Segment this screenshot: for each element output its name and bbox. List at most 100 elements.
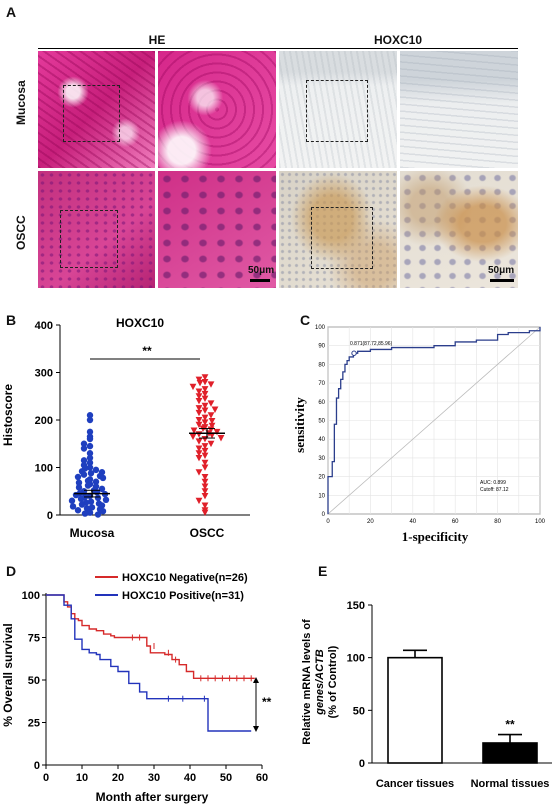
- data-point: [195, 497, 203, 505]
- y-tick-label: 75: [28, 633, 40, 645]
- ihc-mucosa-detail-image: [400, 51, 518, 168]
- y-axis-label: sensitivity: [292, 397, 307, 453]
- data-point: [201, 402, 209, 410]
- legend-label-negative: HOXC10 Negative(n=26): [122, 572, 248, 584]
- x-tick-label: 0: [326, 519, 330, 525]
- data-point: [217, 435, 225, 442]
- category-label-normal: Normal tissues: [471, 778, 550, 790]
- data-point: [99, 474, 107, 482]
- data-point: [195, 409, 203, 417]
- data-point: [195, 431, 203, 438]
- chart-title: HOXC10: [116, 316, 164, 330]
- y-tick-label: 0: [47, 510, 53, 522]
- x-tick-label: 10: [76, 772, 88, 784]
- data-point: [98, 485, 106, 493]
- x-tick-label: 60: [256, 772, 268, 784]
- data-point: [207, 400, 215, 407]
- data-point: [195, 421, 203, 429]
- data-point: [201, 447, 209, 455]
- he-oscc-detail-image: [158, 171, 276, 288]
- significance-label: **: [262, 695, 272, 709]
- data-point: [207, 440, 215, 448]
- y-axis-label-line-1: Relative mRNA levels of: [301, 619, 313, 745]
- legend-label-positive: HOXC10 Positive(n=31): [122, 590, 244, 602]
- data-point: [86, 428, 94, 436]
- category-label-cancer: Cancer tissues: [376, 778, 454, 790]
- data-point: [189, 383, 197, 391]
- data-point: [86, 509, 94, 516]
- panel-e-label: E: [318, 563, 328, 579]
- x-axis-label: Month after surgery: [96, 790, 209, 804]
- data-point: [208, 417, 216, 425]
- data-point: [195, 438, 203, 445]
- data-point: [201, 493, 209, 500]
- data-point: [86, 412, 94, 419]
- row-label-oscc: OSCC: [14, 215, 28, 250]
- ihc-oscc-detail-image: [400, 171, 518, 288]
- data-point: [201, 386, 209, 393]
- panel-a-label: A: [6, 4, 17, 20]
- data-point: [201, 474, 209, 481]
- data-point: [88, 504, 96, 511]
- data-point: [201, 379, 209, 386]
- y-tick-label: 300: [35, 368, 53, 380]
- data-point: [189, 433, 197, 441]
- data-point: [195, 455, 203, 462]
- data-point: [86, 454, 94, 462]
- x-tick-label: 20: [112, 772, 124, 784]
- data-point: [213, 428, 221, 436]
- data-point: [75, 479, 83, 486]
- data-point: [201, 407, 209, 414]
- data-point: [69, 503, 77, 510]
- data-point: [92, 478, 100, 485]
- data-point: [80, 471, 88, 478]
- zoom-box-ihc-mucosa: [306, 80, 368, 142]
- x-tick-label: 20: [367, 519, 374, 525]
- data-point: [80, 440, 88, 447]
- y-axis-label: Histoscore: [1, 384, 15, 446]
- y-axis-label: % Overall survival: [1, 623, 15, 726]
- y-tick-label: 70: [318, 381, 325, 387]
- data-point: [195, 376, 203, 384]
- zoom-box-he-oscc: [60, 210, 118, 268]
- significance-label: **: [142, 344, 152, 358]
- data-point: [201, 395, 209, 403]
- significance-arrow-head-bottom: [253, 726, 259, 732]
- y-tick-label: 0: [34, 760, 40, 772]
- histoscore-chart: HOXC10 ** Histoscore 0 100 200 300 400 Mucos…: [1, 316, 250, 540]
- data-point: [207, 381, 215, 388]
- he-mucosa-overview-image: [38, 51, 155, 168]
- ihc-mucosa-overview-image: [279, 51, 397, 168]
- y-tick-label: 90: [318, 344, 325, 350]
- x-tick-label: 100: [535, 519, 546, 525]
- y-tick-label: 0: [359, 758, 365, 770]
- y-tick-label: 100: [22, 590, 40, 602]
- y-tick-label: 150: [347, 600, 365, 612]
- data-point: [87, 498, 95, 505]
- he-header: HE: [148, 33, 166, 47]
- survival-curve-positive: [46, 594, 252, 732]
- y-tick-label: 100: [315, 325, 326, 331]
- y-tick-label: 10: [318, 493, 325, 499]
- panel-d-label: D: [6, 563, 17, 579]
- y-tick-label: 100: [35, 463, 53, 475]
- data-point: [87, 470, 95, 477]
- data-point: [86, 416, 94, 424]
- reference-diagonal: [327, 326, 541, 515]
- data-point: [207, 412, 215, 419]
- x-tick-label: 0: [43, 772, 49, 784]
- data-point: [195, 393, 203, 400]
- data-point: [201, 452, 209, 460]
- survival-curve-negative: [46, 594, 255, 680]
- bar-cancer-tissues: [387, 656, 443, 764]
- data-point: [80, 445, 88, 452]
- data-point: [78, 501, 86, 508]
- data-point: [86, 464, 94, 471]
- x-tick-label: 60: [452, 519, 459, 525]
- data-point: [77, 495, 85, 503]
- data-point: [201, 483, 209, 490]
- data-point: [74, 507, 82, 514]
- y-tick-label: 50: [353, 705, 365, 717]
- y-tick-label: 200: [35, 415, 53, 427]
- y-tick-label: 100: [347, 653, 365, 665]
